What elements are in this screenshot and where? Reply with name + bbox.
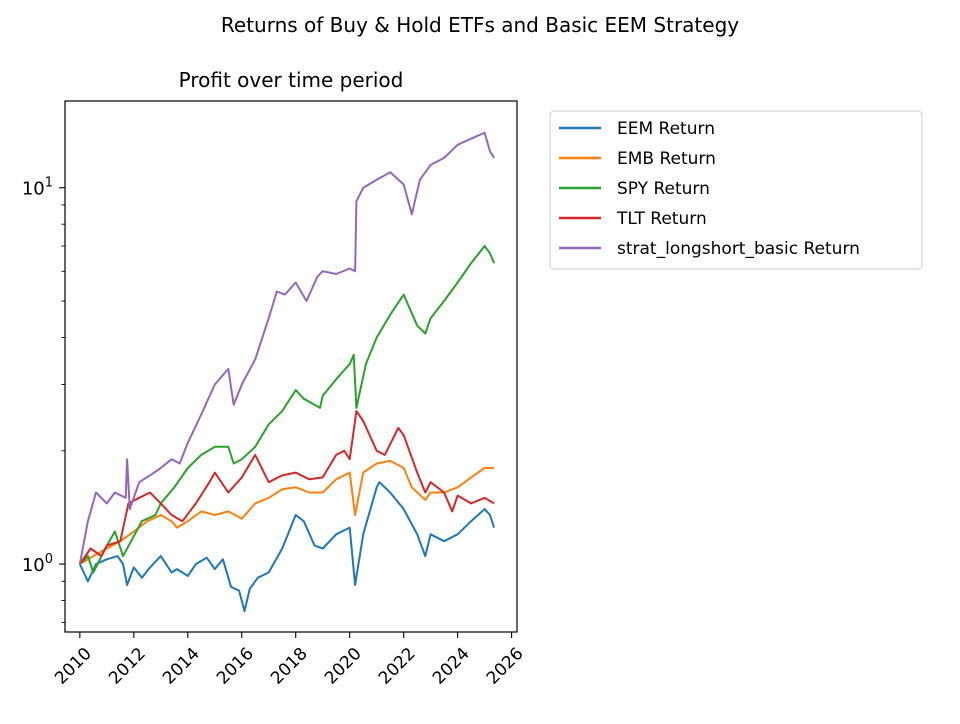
series-line-0 bbox=[78, 481, 496, 613]
series-layer bbox=[78, 131, 496, 613]
legend-items: EEM Return EMB Return SPY Return TLT Return… bbox=[559, 119, 860, 259]
x-tick-label: 2026 bbox=[483, 644, 528, 689]
x-tick-label: 2014 bbox=[159, 644, 204, 689]
series-line-1 bbox=[79, 459, 495, 565]
plot-area-frame bbox=[64, 100, 518, 633]
legend-label-2: SPY Return bbox=[617, 179, 710, 199]
legend-label-4: strat_longshort_basic Return bbox=[617, 239, 860, 259]
x-tick-label: 2022 bbox=[375, 644, 420, 689]
x-tick-label: 2020 bbox=[321, 644, 366, 689]
y-tick-label: 100 bbox=[22, 552, 53, 576]
series-line-3 bbox=[78, 410, 495, 565]
chart-title: Profit over time period bbox=[179, 68, 404, 92]
x-tick-label: 2018 bbox=[267, 644, 312, 689]
legend-label-3: TLT Return bbox=[616, 209, 707, 229]
legend-label-1: EMB Return bbox=[617, 149, 716, 169]
legend-label-0: EEM Return bbox=[617, 119, 715, 139]
legend: EEM Return EMB Return SPY Return TLT Return… bbox=[549, 110, 923, 270]
x-tick-label: 2012 bbox=[105, 644, 150, 689]
x-tick-label: 2010 bbox=[51, 644, 96, 689]
x-axis: 2010 2012 2014 2016 2018 2020 2022 2024 2026 bbox=[51, 632, 528, 689]
series-line-4 bbox=[78, 131, 495, 565]
y-axis: 100 101 bbox=[22, 176, 65, 623]
legend-frame bbox=[549, 110, 923, 270]
series-line-2 bbox=[79, 245, 496, 574]
y-tick-label: 101 bbox=[22, 176, 53, 200]
figure-suptitle: Returns of Buy & Hold ETFs and Basic EEM… bbox=[221, 13, 739, 37]
x-tick-label: 2024 bbox=[429, 644, 474, 689]
x-tick-label: 2016 bbox=[213, 644, 258, 689]
